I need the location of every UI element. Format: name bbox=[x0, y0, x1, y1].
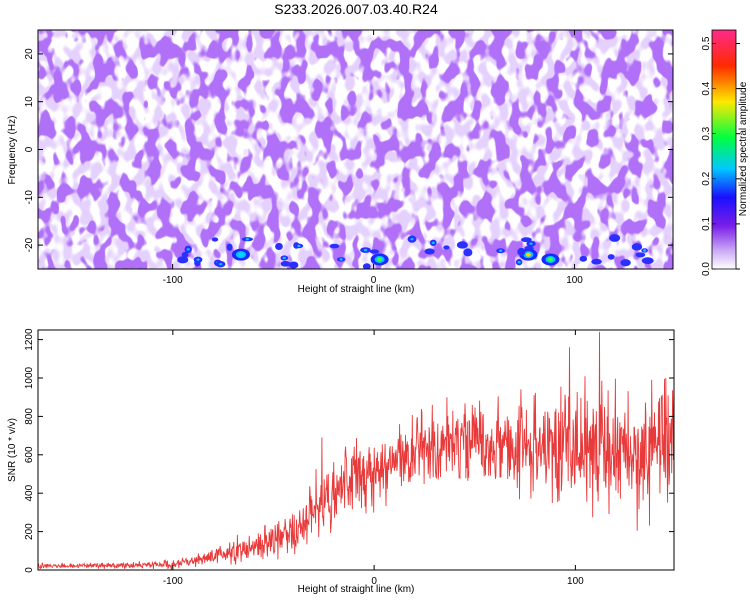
heatmap-fleck bbox=[635, 252, 646, 258]
heatmap-fleck-core bbox=[339, 258, 343, 261]
heatmap-fleck-core bbox=[186, 248, 190, 251]
heatmap-fleck-core bbox=[245, 238, 249, 241]
heatmap-fleck bbox=[463, 248, 473, 257]
colorbar-ticks: 0.0 0.1 0.2 0.3 0.4 0.5 bbox=[701, 36, 740, 276]
heatmap-hotspot-core bbox=[525, 252, 531, 257]
heatmap-fleck bbox=[591, 258, 602, 265]
snr-y-ticks: 0 200 400 600 800 1000 1200 bbox=[24, 328, 674, 573]
colorbar-tick-label: 0.0 bbox=[701, 262, 712, 276]
heatmap-x-tick-label: -100 bbox=[163, 275, 183, 286]
heatmap-hotspot-core bbox=[238, 252, 244, 257]
snr-y-tick-label: 0 bbox=[24, 567, 35, 573]
heatmap-fleck-core bbox=[297, 244, 301, 248]
snr-y-tick-label: 600 bbox=[24, 446, 35, 463]
heatmap-x-ticks: -100 0 100 bbox=[163, 30, 583, 286]
heatmap-y-tick-label: 0 bbox=[24, 146, 35, 152]
heatmap-texture bbox=[38, 30, 673, 269]
heatmap-fleck bbox=[226, 243, 233, 251]
colorbar-tick-label: 0.2 bbox=[701, 171, 712, 185]
snr-x-axis-label: Height of straight line (km) bbox=[298, 584, 415, 595]
heatmap-fleck bbox=[620, 259, 631, 267]
heatmap-fleck bbox=[641, 257, 654, 265]
heatmap-x-axis-label: Height of straight line (km) bbox=[298, 284, 415, 295]
colorbar-gradient bbox=[711, 29, 737, 270]
heatmap-fleck bbox=[524, 246, 534, 251]
colorbar-tick-label: 0.5 bbox=[701, 36, 712, 50]
snr-panel: -100 0 100 0 200 400 600 800 1000 1200 Height of… bbox=[7, 328, 675, 595]
heatmap-fleck bbox=[289, 261, 299, 269]
heatmap-fleck-core bbox=[196, 258, 200, 261]
heatmap-x-tick-label: 0 bbox=[371, 275, 377, 286]
heatmap-fleck-core bbox=[643, 249, 647, 252]
heatmap-fleck bbox=[521, 237, 532, 243]
heatmap-fleck-core bbox=[431, 241, 435, 245]
colorbar-tick-label: 0.1 bbox=[701, 217, 712, 231]
heatmap-fleck-core bbox=[282, 256, 286, 260]
heatmap-fleck bbox=[424, 248, 435, 255]
heatmap-fleck-core bbox=[529, 242, 533, 245]
snr-y-axis-label: SNR (10 * v/v) bbox=[7, 418, 18, 482]
chart-title: S233.2026.007.03.40.R24 bbox=[274, 1, 438, 17]
snr-y-tick-label: 200 bbox=[24, 523, 35, 540]
heatmap-fleck bbox=[181, 251, 189, 258]
snr-x-tick-label: 0 bbox=[371, 576, 377, 587]
heatmap-x-tick-label: 100 bbox=[566, 275, 583, 286]
heatmap-fleck bbox=[456, 241, 468, 249]
heatmap-fleck bbox=[517, 247, 526, 256]
heatmap-fleck bbox=[579, 255, 588, 262]
heatmap-fleck bbox=[275, 242, 283, 251]
heatmap-fleck bbox=[607, 254, 615, 260]
heatmap-y-tick-label: 10 bbox=[24, 96, 35, 108]
heatmap-hotspots bbox=[177, 234, 654, 269]
heatmap-y-ticks: -20 -10 0 10 20 bbox=[24, 48, 673, 252]
heatmap-y-axis-label: Frequency (Hz) bbox=[7, 116, 18, 185]
heatmap-fleck bbox=[362, 263, 371, 269]
heatmap-fleck-core bbox=[410, 237, 414, 241]
heatmap-hotspot-core bbox=[547, 257, 553, 262]
heatmap-y-tick-label: 20 bbox=[24, 48, 35, 60]
colorbar-tick-label: 0.4 bbox=[701, 81, 712, 95]
snr-y-tick-label: 1000 bbox=[24, 366, 35, 389]
snr-y-tick-label: 400 bbox=[24, 484, 35, 501]
heatmap-y-tick-label: -10 bbox=[24, 190, 35, 205]
colorbar: 0.0 0.1 0.2 0.3 0.4 0.5 Normalized spectral a… bbox=[701, 29, 749, 276]
heatmap-fleck-core bbox=[499, 249, 503, 252]
heatmap-fleck bbox=[609, 234, 621, 242]
heatmap-fleck bbox=[329, 243, 340, 249]
heatmap-fleck bbox=[369, 249, 380, 254]
heatmap-fleck-core bbox=[219, 262, 223, 266]
heatmap-fleck-core bbox=[363, 248, 368, 252]
snr-y-tick-label: 1200 bbox=[24, 328, 35, 351]
heatmap-hotspot-core bbox=[377, 257, 383, 262]
heatmap-fleck bbox=[280, 260, 291, 267]
heatmap-fleck bbox=[211, 237, 219, 242]
heatmap-fleck bbox=[443, 245, 450, 250]
snr-frame bbox=[37, 329, 675, 571]
snr-x-tick-label: 100 bbox=[567, 576, 584, 587]
heatmap-fleck bbox=[631, 243, 643, 251]
heatmap-fleck bbox=[177, 256, 189, 264]
snr-y-tick-label: 800 bbox=[24, 408, 35, 425]
snr-series-line bbox=[38, 331, 674, 570]
colorbar-label: Normalized spectral amplitude bbox=[738, 81, 749, 216]
heatmap-y-tick-label: -20 bbox=[24, 237, 35, 252]
colorbar-tick-label: 0.3 bbox=[701, 126, 712, 140]
heatmap-fleck-core bbox=[517, 260, 521, 264]
snr-x-ticks: -100 0 100 bbox=[163, 330, 584, 587]
snr-x-tick-label: -100 bbox=[163, 576, 183, 587]
